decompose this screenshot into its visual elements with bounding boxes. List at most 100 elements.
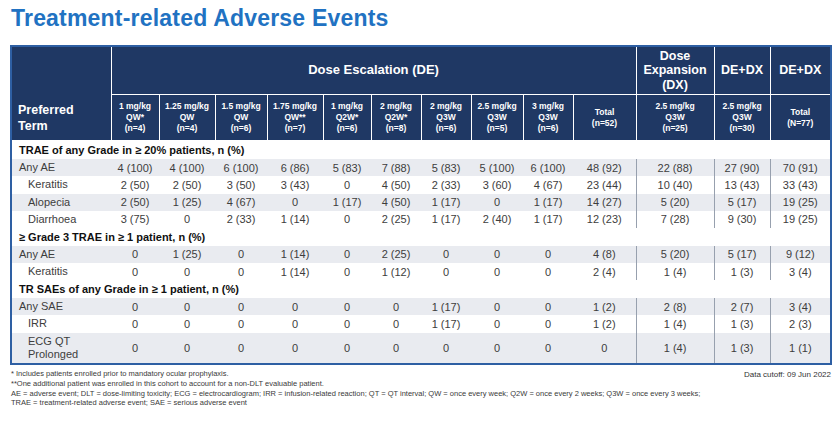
cell: 3 (4) — [770, 263, 831, 280]
cell: 0 — [471, 246, 523, 263]
cell: 0 — [267, 194, 323, 211]
cell: 0 — [111, 246, 159, 263]
cell: 0 — [267, 333, 323, 364]
cell: 0 — [159, 333, 215, 364]
cell: 5 (100) — [471, 159, 523, 176]
cell: 0 — [111, 263, 159, 280]
cell: 1 (25) — [159, 246, 215, 263]
column-header-1: 1.25 mg/kg QW (n=4) — [159, 95, 215, 141]
cell: 2 (8) — [636, 298, 714, 315]
section-row: TR SAEs of any Grade in ≥ 1 patient, n (… — [11, 280, 831, 298]
cell: 7 (88) — [371, 159, 421, 176]
cell: 0 — [323, 315, 371, 332]
cell: 4 (100) — [159, 159, 215, 176]
cell: 0 — [371, 315, 421, 332]
cell: 1 (17) — [523, 211, 573, 228]
cell: 0 — [471, 263, 523, 280]
cell: 70 (91) — [770, 159, 831, 176]
cell: 9 (30) — [714, 211, 770, 228]
cell: 1 (12) — [371, 263, 421, 280]
cell: 0 — [111, 333, 159, 364]
cell: 0 — [215, 246, 267, 263]
cell: 0 — [523, 333, 573, 364]
cell: 0 — [523, 246, 573, 263]
cell: 1 (25) — [159, 194, 215, 211]
page-title: Treatment-related Adverse Events — [11, 5, 838, 32]
cell: 0 — [371, 333, 421, 364]
cell: 5 (17) — [714, 246, 770, 263]
cell: 0 — [421, 246, 471, 263]
cell: 2 (3) — [770, 315, 831, 332]
row-label: Keratitis — [11, 176, 111, 193]
row-label: ECG QT Prolonged — [11, 333, 111, 364]
cell: 1 (4) — [636, 315, 714, 332]
cell: 0 — [215, 315, 267, 332]
cell: 1 (3) — [714, 263, 770, 280]
row-label: Keratitis — [11, 263, 111, 280]
table-row: Keratitis0001 (14)01 (12)0002 (4)1 (4)1 … — [11, 263, 831, 280]
cell: 3 (4) — [770, 298, 831, 315]
cell: 0 — [421, 263, 471, 280]
table-row: Keratitis2 (50)2 (50)3 (50)3 (43)04 (50)… — [11, 176, 831, 193]
row-label: Any AE — [11, 159, 111, 176]
data-cutoff-label: Data cutoff: 09 Jun 2022 — [744, 370, 831, 379]
cell: 0 — [159, 298, 215, 315]
cell: 19 (25) — [770, 211, 831, 228]
section-row: ≥ Grade 3 TRAE in ≥ 1 patient, n (%) — [11, 228, 831, 246]
cell: 2 (33) — [215, 211, 267, 228]
column-header-5: 2 mg/kg Q2W* (n=8) — [371, 95, 421, 141]
table-row: Any AE4 (100)4 (100)6 (100)6 (86)5 (83)7… — [11, 159, 831, 176]
cell: 6 (100) — [523, 159, 573, 176]
cell: 27 (90) — [714, 159, 770, 176]
cell: 0 — [215, 298, 267, 315]
row-label: IRR — [11, 315, 111, 332]
row-label: Any AE — [11, 246, 111, 263]
cell: 0 — [323, 263, 371, 280]
cell: 0 — [323, 298, 371, 315]
cell: 2 (50) — [111, 176, 159, 193]
column-header-7: 2.5 mg/kg Q3W (n=5) — [471, 95, 523, 141]
column-group-dose-expansion: Dose Expansion (DX) — [636, 46, 714, 95]
cell: 13 (43) — [714, 176, 770, 193]
cell: 0 — [111, 315, 159, 332]
cell: 2 (50) — [111, 194, 159, 211]
row-label: Diarrhoea — [11, 211, 111, 228]
cell: 4 (67) — [523, 176, 573, 193]
cell: 7 (28) — [636, 211, 714, 228]
cell: 5 (17) — [714, 194, 770, 211]
cell: 1 (14) — [267, 263, 323, 280]
cell: 1 (17) — [421, 211, 471, 228]
table-row: ECG QT Prolonged00000000001 (4)1 (3)1 (1… — [11, 333, 831, 364]
cell: 14 (27) — [573, 194, 636, 211]
cell: 0 — [323, 333, 371, 364]
section-row: TRAE of any Grade in ≥ 20% patients, n (… — [11, 141, 831, 160]
column-header-2: 1.5 mg/kg QW (n=6) — [215, 95, 267, 141]
cell: 0 — [159, 315, 215, 332]
cell: 0 — [471, 194, 523, 211]
table-row: IRR0000001 (17)001 (2)1 (4)1 (3)2 (3) — [11, 315, 831, 332]
cell: 0 — [267, 298, 323, 315]
cell: 5 (83) — [323, 159, 371, 176]
column-header-12: Total (N=77) — [770, 95, 831, 141]
cell: 1 (4) — [636, 263, 714, 280]
cell: 12 (23) — [573, 211, 636, 228]
cell: 2 (33) — [421, 176, 471, 193]
cell: 0 — [215, 263, 267, 280]
cell: 3 (60) — [471, 176, 523, 193]
cell: 3 (50) — [215, 176, 267, 193]
cell: 0 — [523, 315, 573, 332]
cell: 0 — [267, 315, 323, 332]
footnote-3: AE = adverse event; DLT = dose-limiting … — [11, 389, 831, 399]
cell: 4 (50) — [371, 176, 421, 193]
section-header: ≥ Grade 3 TRAE in ≥ 1 patient, n (%) — [11, 228, 831, 246]
cell: 0 — [159, 211, 215, 228]
cell: 1 (17) — [523, 194, 573, 211]
cell: 5 (20) — [636, 246, 714, 263]
section-header: TR SAEs of any Grade in ≥ 1 patient, n (… — [11, 280, 831, 298]
cell: 5 (20) — [636, 194, 714, 211]
cell: 22 (88) — [636, 159, 714, 176]
cell: 0 — [323, 211, 371, 228]
table-row: Any AE01 (25)01 (14)02 (25)0004 (8)5 (20… — [11, 246, 831, 263]
column-header-3: 1.75 mg/kg QW** (n=7) — [267, 95, 323, 141]
cell: 0 — [323, 176, 371, 193]
